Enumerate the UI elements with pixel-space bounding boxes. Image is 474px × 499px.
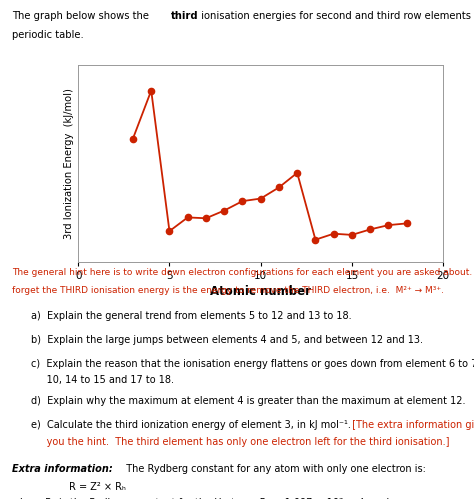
X-axis label: Atomic number: Atomic number bbox=[210, 285, 311, 298]
Text: you the hint.  The third element has only one electron left for the third ionisa: you the hint. The third element has only… bbox=[31, 437, 449, 447]
Text: third: third bbox=[171, 11, 198, 21]
Text: 10, 14 to 15 and 17 to 18.: 10, 14 to 15 and 17 to 18. bbox=[31, 375, 174, 385]
Text: The general hint here is to write down electron configurations for each element : The general hint here is to write down e… bbox=[12, 268, 474, 277]
Text: d)  Explain why the maximum at element 4 is greater than the maximum at element : d) Explain why the maximum at element 4 … bbox=[31, 396, 465, 406]
Text: b)  Explain the large jumps between elements 4 and 5, and between 12 and 13.: b) Explain the large jumps between eleme… bbox=[31, 335, 423, 345]
Text: c)  Explain the reason that the ionisation energy flattens or goes down from ele: c) Explain the reason that the ionisatio… bbox=[31, 359, 474, 369]
Text: ionisation energies for second and third row elements of the: ionisation energies for second and third… bbox=[198, 11, 474, 21]
Text: [The extra information gives: [The extra information gives bbox=[349, 420, 474, 430]
Text: Extra information:: Extra information: bbox=[12, 464, 113, 474]
Y-axis label: 3rd Ionization Energy  (kJ/mol): 3rd Ionization Energy (kJ/mol) bbox=[64, 88, 74, 239]
Text: e)  Calculate the third ionization energy of element 3, in kJ mol⁻¹.: e) Calculate the third ionization energy… bbox=[31, 420, 351, 430]
Text: a)  Explain the general trend from elements 5 to 12 and 13 to 18.: a) Explain the general trend from elemen… bbox=[31, 311, 351, 321]
Text: forget the THIRD ionisation energy is the energy to remove the THIRD electron, i: forget the THIRD ionisation energy is th… bbox=[12, 286, 444, 295]
Text: where Rₕ is the Rydberg constant for the H-atom.  Rₕ = 1.097 × 10⁷ m⁻¹, and: where Rₕ is the Rydberg constant for the… bbox=[12, 498, 389, 499]
Text: periodic table.: periodic table. bbox=[12, 30, 83, 40]
Text: The Rydberg constant for any atom with only one electron is:: The Rydberg constant for any atom with o… bbox=[120, 464, 426, 474]
Text: The graph below shows the: The graph below shows the bbox=[12, 11, 152, 21]
Text: R = Z² × Rₕ: R = Z² × Rₕ bbox=[69, 482, 126, 492]
